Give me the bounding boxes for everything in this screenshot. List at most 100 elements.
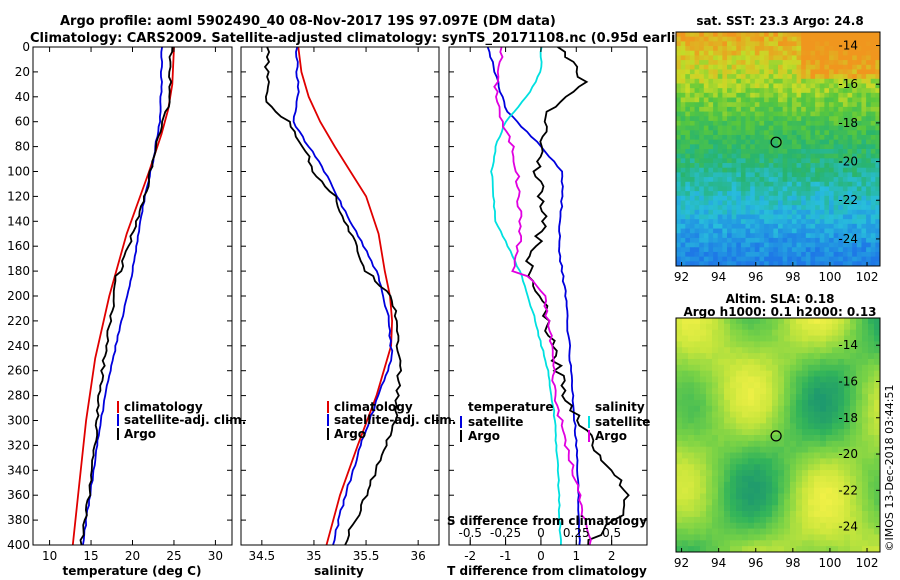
heatmap-cell bbox=[760, 464, 767, 471]
heatmap-cell bbox=[866, 55, 872, 61]
heatmap-cell bbox=[680, 200, 686, 206]
heatmap-cell bbox=[847, 149, 853, 155]
heatmap-cell bbox=[736, 481, 743, 489]
heatmap-cell bbox=[866, 120, 872, 126]
y-tick-label: 160 bbox=[7, 239, 30, 253]
heatmap-cell bbox=[713, 209, 719, 215]
heatmap-cell bbox=[801, 97, 807, 103]
heatmap-cell bbox=[829, 32, 835, 38]
heatmap-cell bbox=[838, 370, 845, 377]
heatmap-cell bbox=[706, 499, 713, 506]
heatmap-cell bbox=[703, 237, 709, 243]
heatmap-cell bbox=[689, 242, 695, 248]
heatmap-cell bbox=[824, 64, 830, 70]
heatmap-cell bbox=[856, 125, 862, 131]
heatmap-cell bbox=[694, 74, 700, 80]
heatmap-cell bbox=[814, 546, 821, 552]
heatmap-cell bbox=[868, 394, 875, 401]
heatmap-cell bbox=[766, 511, 773, 518]
heatmap-cell bbox=[861, 69, 867, 75]
heatmap-cell bbox=[688, 540, 695, 547]
heatmap-cell bbox=[852, 41, 858, 47]
heatmap-cell bbox=[694, 233, 700, 239]
heatmap-cell bbox=[768, 200, 774, 206]
heatmap-cell bbox=[773, 191, 779, 197]
heatmap-cell bbox=[833, 60, 839, 66]
heatmap-cell bbox=[852, 158, 858, 164]
heatmap-cell bbox=[736, 228, 742, 234]
y-tick-label: 320 bbox=[7, 438, 30, 452]
heatmap-cell bbox=[772, 540, 779, 547]
heatmap-cell bbox=[740, 32, 746, 38]
heatmap-cell bbox=[842, 125, 848, 131]
heatmap-cell bbox=[787, 247, 793, 253]
heatmap-cell bbox=[833, 130, 839, 136]
heatmap-cell bbox=[699, 149, 705, 155]
heatmap-cell bbox=[730, 347, 737, 354]
heatmap-cell bbox=[847, 219, 853, 225]
heatmap-cell bbox=[842, 134, 848, 141]
heatmap-cell bbox=[838, 209, 844, 215]
heatmap-cell bbox=[688, 429, 695, 436]
heatmap-cell bbox=[791, 256, 797, 262]
heatmap-cell bbox=[814, 399, 821, 407]
heatmap-cell bbox=[736, 195, 742, 201]
heatmap-cell bbox=[731, 120, 737, 126]
heatmap-cell bbox=[819, 88, 825, 94]
heatmap-cell bbox=[802, 323, 809, 331]
heatmap-cell bbox=[689, 195, 695, 201]
heatmap-cell bbox=[861, 139, 867, 145]
heatmap-cell bbox=[727, 251, 733, 258]
heatmap-cell bbox=[676, 261, 682, 266]
heatmap-cell bbox=[703, 167, 709, 173]
heatmap-cell bbox=[722, 32, 728, 38]
heatmap-cell bbox=[713, 228, 719, 234]
heatmap-cell bbox=[676, 106, 682, 112]
heatmap-cell bbox=[742, 335, 749, 342]
heatmap-cell bbox=[808, 540, 815, 547]
heatmap-cell bbox=[796, 423, 803, 430]
heatmap-cell bbox=[766, 388, 773, 395]
heatmap-cell bbox=[838, 251, 844, 258]
heatmap-cell bbox=[819, 130, 825, 136]
heatmap-cell bbox=[819, 125, 825, 131]
heatmap-cell bbox=[844, 429, 851, 436]
heatmap-cell bbox=[736, 125, 742, 131]
heatmap-cell bbox=[808, 335, 815, 342]
heatmap-cell bbox=[870, 205, 876, 211]
heatmap-cell bbox=[708, 233, 714, 239]
heatmap-cell bbox=[826, 417, 833, 424]
heatmap-cell bbox=[736, 181, 742, 187]
heatmap-cell bbox=[868, 481, 875, 489]
heatmap-cell bbox=[745, 106, 751, 112]
heatmap-cell bbox=[814, 516, 821, 524]
heatmap-cell bbox=[782, 36, 788, 42]
heatmap-cell bbox=[856, 149, 862, 155]
heatmap-cell bbox=[814, 411, 821, 418]
heatmap-cell bbox=[740, 120, 746, 126]
heatmap-cell bbox=[694, 318, 701, 325]
heatmap-cell bbox=[722, 181, 728, 187]
heatmap-cell bbox=[805, 167, 811, 173]
heatmap-cell bbox=[731, 205, 737, 211]
heatmap-cell bbox=[676, 88, 682, 94]
heatmap-cell bbox=[796, 499, 803, 506]
heatmap-cell bbox=[832, 516, 839, 524]
heatmap-cell bbox=[791, 251, 797, 258]
heatmap-cell bbox=[764, 88, 770, 94]
heatmap-cell bbox=[814, 435, 821, 442]
heatmap-cell bbox=[772, 464, 779, 471]
heatmap-cell bbox=[808, 358, 815, 366]
heatmap-cell bbox=[856, 399, 863, 407]
heatmap-cell bbox=[814, 394, 821, 401]
heatmap-cell bbox=[778, 41, 784, 47]
heatmap-cell bbox=[694, 546, 701, 552]
heatmap-cell bbox=[676, 399, 683, 407]
heatmap-cell bbox=[832, 370, 839, 377]
heatmap-cell bbox=[680, 125, 686, 131]
heatmap-cell bbox=[766, 446, 773, 453]
heatmap-cell bbox=[805, 233, 811, 239]
heatmap-cell bbox=[676, 55, 682, 61]
series-line-climatology bbox=[297, 47, 394, 545]
heatmap-cell bbox=[760, 417, 767, 424]
